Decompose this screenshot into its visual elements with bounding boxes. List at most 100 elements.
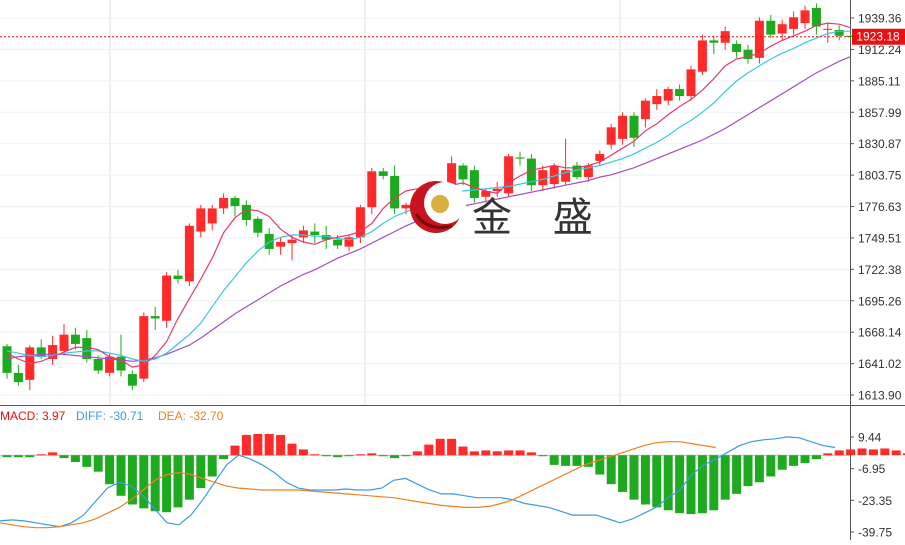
candle-body	[846, 35, 856, 37]
current-price-tag: 1923.18	[852, 28, 905, 45]
macd-axis-label: -6.95	[858, 462, 886, 476]
candle-body	[184, 225, 194, 282]
candle-body	[150, 316, 160, 319]
candle-body	[618, 115, 628, 139]
candle-body	[127, 374, 137, 386]
candle-body	[766, 20, 776, 35]
macd-bar	[686, 455, 696, 515]
macd-bar	[59, 455, 69, 459]
macd-bar	[344, 455, 354, 457]
candle-body	[538, 170, 548, 186]
macd-bar	[868, 449, 878, 456]
macd-bar	[891, 450, 901, 456]
macd-bar	[447, 438, 457, 456]
candle-body	[105, 356, 115, 373]
macd-bar	[253, 433, 263, 456]
macd-bar	[70, 455, 80, 462]
price-axis-label: 1776.63	[858, 200, 902, 214]
candle-body	[834, 30, 844, 36]
macd-panel	[0, 433, 905, 529]
macd-bar	[538, 455, 548, 457]
candle-body	[595, 153, 605, 161]
jinsheng-logo-icon	[410, 181, 466, 233]
macd-bar	[515, 450, 525, 456]
candle-body	[526, 158, 536, 186]
candle-body	[276, 241, 286, 247]
macd-axis-label: 9.44	[858, 431, 882, 445]
candle-body	[709, 40, 719, 43]
macd-bar	[492, 451, 502, 456]
macd-bar	[800, 455, 810, 463]
price-axis-label: 1722.38	[858, 263, 902, 277]
macd-bar	[276, 434, 286, 456]
candle-body	[697, 40, 707, 72]
macd-bar	[823, 453, 833, 456]
candle-body	[36, 347, 46, 357]
macd-value-label: MACD: 3.97	[0, 409, 66, 423]
macd-bar	[549, 455, 559, 465]
macd-bar	[25, 455, 35, 458]
macd-bar	[173, 455, 183, 508]
macd-bar	[219, 455, 229, 460]
candle-body	[686, 69, 696, 97]
macd-axis: 9.44 -6.95 -23.35 -39.75	[850, 431, 892, 540]
price-axis-label: 1668.14	[858, 326, 902, 340]
candle-body	[367, 171, 377, 208]
macd-bar	[333, 455, 343, 458]
macd-bar	[595, 455, 605, 475]
candle-body	[481, 191, 491, 197]
candle-body	[732, 43, 742, 53]
candle-body	[606, 127, 616, 145]
macd-bar	[743, 455, 753, 487]
candle-body	[116, 356, 126, 371]
candle-body	[333, 239, 343, 246]
macd-bar	[504, 450, 514, 456]
macd-bar	[766, 455, 776, 477]
price-axis-label: 1885.11	[858, 74, 901, 88]
macd-bar	[435, 438, 445, 456]
price-axis: 1939.36 1912.24 1885.11 1857.99 1830.87 1803.…	[0, 12, 902, 403]
candle-body	[675, 89, 685, 97]
macd-bar	[469, 451, 479, 456]
candle-body	[378, 171, 388, 176]
macd-bar	[13, 455, 23, 458]
macd-bar	[401, 455, 411, 457]
macd-bar	[606, 455, 616, 485]
macd-bar	[321, 455, 331, 457]
macd-bar	[857, 448, 867, 456]
candle-body	[344, 237, 354, 247]
dea-value-label: DEA: -32.70	[158, 409, 224, 423]
macd-bar	[458, 446, 468, 456]
candle-body	[515, 157, 525, 159]
macd-bar	[48, 452, 58, 456]
macd-bar	[412, 451, 422, 456]
candle-body	[70, 334, 80, 344]
macd-bar	[2, 455, 12, 458]
candle-body	[629, 115, 639, 138]
macd-bar	[777, 455, 787, 470]
price-axis-label: 1939.36	[858, 12, 902, 26]
price-tag-value: 1923.18	[856, 30, 900, 44]
candle-body	[640, 100, 650, 120]
macd-bar	[116, 455, 126, 496]
candle-body	[663, 89, 673, 101]
price-axis-label: 1695.26	[858, 294, 902, 308]
macd-bar	[789, 455, 799, 466]
macd-bar	[846, 449, 856, 456]
candle-body	[230, 197, 240, 207]
candle-body	[298, 230, 308, 238]
diff-value-label: DIFF: -30.71	[76, 409, 144, 423]
macd-bar	[298, 449, 308, 456]
macd-bar	[105, 455, 115, 485]
candle-body	[800, 10, 810, 24]
candle-body	[13, 372, 23, 383]
macd-bar	[709, 455, 719, 511]
candle-body	[447, 163, 457, 200]
candle-body	[93, 358, 103, 371]
macd-bar	[640, 455, 650, 505]
price-tag-box	[852, 28, 905, 45]
candle-body	[823, 28, 833, 30]
macd-bar	[230, 445, 240, 456]
